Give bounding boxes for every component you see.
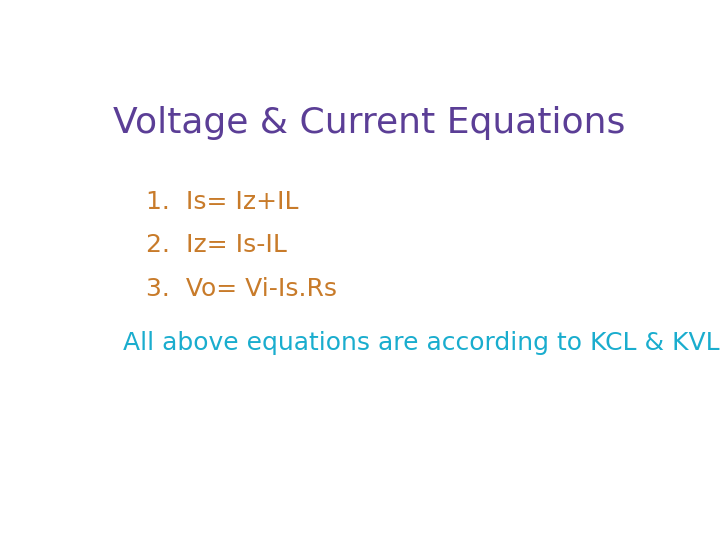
Text: All above equations are according to KCL & KVL.: All above equations are according to KCL… — [124, 331, 720, 355]
Text: 2.  Iz= Is-IL: 2. Iz= Is-IL — [145, 233, 287, 257]
Text: 3.  Vo= Vi-Is.Rs: 3. Vo= Vi-Is.Rs — [145, 277, 337, 301]
Text: 1.  Is= Iz+IL: 1. Is= Iz+IL — [145, 190, 298, 213]
Text: Voltage & Current Equations: Voltage & Current Equations — [113, 106, 625, 140]
